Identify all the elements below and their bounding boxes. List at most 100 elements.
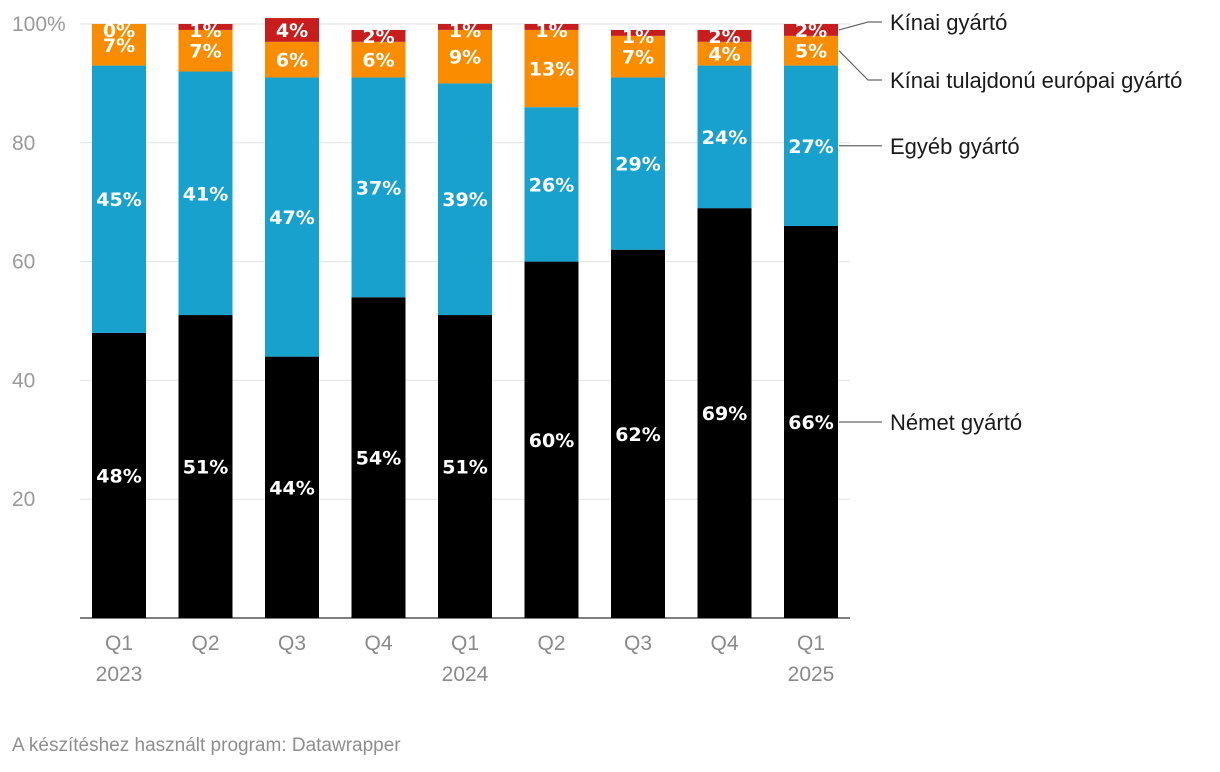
- legend-label: Kínai gyártó: [890, 10, 1007, 35]
- data-label: 60%: [529, 430, 574, 452]
- data-label: 29%: [615, 154, 660, 176]
- x-tick-label: Q4: [710, 632, 738, 655]
- bar-segment: [784, 24, 838, 36]
- bar-segment: [784, 225, 838, 618]
- bar-segment: [351, 29, 406, 42]
- bar-segment: [784, 65, 838, 226]
- bar-segment: [611, 35, 665, 78]
- footer-credit: A készítéshez használt program: Datawrap…: [12, 735, 401, 756]
- x-tick-label: Q1: [797, 632, 825, 655]
- bar-segment: [178, 29, 233, 72]
- x-tick-year: 2024: [442, 663, 489, 686]
- data-label: 9%: [449, 47, 481, 69]
- data-label: 66%: [788, 412, 833, 434]
- bar-segment: [697, 65, 752, 209]
- data-label: 44%: [269, 477, 314, 499]
- data-label: 4%: [276, 20, 308, 42]
- data-label: 2%: [362, 26, 394, 48]
- data-label: 7%: [189, 41, 221, 63]
- data-label: 0%: [103, 20, 135, 42]
- bar-segment: [92, 24, 146, 66]
- data-label: 54%: [356, 448, 401, 470]
- data-label: 39%: [442, 189, 487, 211]
- bar-segment: [265, 18, 319, 42]
- bar-segment: [524, 24, 579, 30]
- data-label: 1%: [622, 26, 654, 48]
- x-axis: Q1 2023 Q2 Q3 Q4 Q1 2024 Q2 Q3 Q4 Q1 2025: [96, 632, 835, 686]
- bar-segment: [524, 107, 579, 262]
- x-tick-label: Q2: [191, 632, 219, 655]
- legend: Német gyártó Egyéb gyártó Kínai tulajdonú …: [838, 10, 1182, 435]
- bar-segment: [611, 29, 665, 36]
- x-tick-label: Q4: [364, 632, 392, 655]
- data-label: 48%: [96, 465, 141, 487]
- data-label: 7%: [103, 35, 135, 57]
- legend-label: Kínai tulajdonú európai gyártó: [890, 68, 1182, 93]
- legend-label: Egyéb gyártó: [890, 134, 1020, 159]
- bar-segment: [611, 249, 665, 618]
- segment-labels: 48%45%7%0%51%41%7%1%44%47%6%4%54%37%6%2%…: [96, 20, 833, 499]
- x-tick-year: 2023: [96, 663, 143, 686]
- data-label: 2%: [795, 20, 827, 42]
- data-label: 26%: [529, 174, 574, 196]
- data-label: 51%: [442, 457, 487, 479]
- bar-segment: [351, 297, 406, 618]
- bar-segment: [524, 261, 579, 618]
- bar-segment: [265, 77, 319, 357]
- bar-segment: [92, 332, 146, 618]
- legend-label: Német gyártó: [890, 410, 1022, 435]
- data-label: 41%: [183, 183, 228, 205]
- x-tick-label: Q2: [537, 632, 565, 655]
- data-label: 51%: [183, 457, 228, 479]
- y-tick-label: 20: [12, 488, 35, 511]
- legend-connector: [838, 21, 882, 31]
- bar-segment: [351, 77, 406, 298]
- bar-segment: [697, 29, 752, 42]
- data-label: 45%: [96, 189, 141, 211]
- bar-segment: [697, 41, 752, 66]
- x-tick-label: Q1: [105, 632, 133, 655]
- data-label: 7%: [622, 47, 654, 69]
- bar-segment: [178, 315, 233, 618]
- x-tick-label: Q3: [278, 632, 306, 655]
- data-label: 1%: [535, 20, 567, 42]
- bar-segment: [265, 41, 319, 78]
- bar-segment: [265, 356, 319, 618]
- data-label: 1%: [189, 20, 221, 42]
- y-tick-label: 100%: [12, 13, 66, 36]
- data-label: 47%: [269, 207, 314, 229]
- bar-segment: [351, 41, 406, 78]
- data-label: 13%: [529, 59, 574, 81]
- bar-segment: [92, 65, 146, 333]
- bar-segment: [438, 24, 492, 30]
- data-label: 5%: [795, 41, 827, 63]
- bar-segment: [697, 208, 752, 618]
- bar-segment: [438, 83, 492, 316]
- data-label: 24%: [702, 127, 747, 149]
- data-label: 37%: [356, 177, 401, 199]
- data-label: 2%: [708, 26, 740, 48]
- bar-segment: [438, 29, 492, 84]
- bar-segment: [611, 77, 665, 250]
- y-tick-label: 40: [12, 369, 35, 392]
- data-label: 62%: [615, 424, 660, 446]
- data-label: 4%: [708, 44, 740, 66]
- bar-segment: [524, 29, 579, 108]
- y-tick-label: 80: [12, 132, 35, 155]
- y-tick-label: 60: [12, 251, 35, 274]
- y-axis: 100% 80 60 40 20: [12, 13, 66, 511]
- x-tick-label: Q1: [451, 632, 479, 655]
- x-tick-year: 2025: [788, 663, 835, 686]
- legend-connector: [838, 50, 882, 81]
- bar-segment: [178, 71, 233, 316]
- data-label: 1%: [449, 20, 481, 42]
- data-label: 27%: [788, 136, 833, 158]
- bar-segment: [178, 24, 233, 30]
- data-label: 6%: [276, 50, 308, 72]
- data-label: 6%: [362, 50, 394, 72]
- bar-segment: [438, 315, 492, 618]
- data-label: 69%: [702, 403, 747, 425]
- x-tick-label: Q3: [624, 632, 652, 655]
- bar-segment: [784, 35, 838, 66]
